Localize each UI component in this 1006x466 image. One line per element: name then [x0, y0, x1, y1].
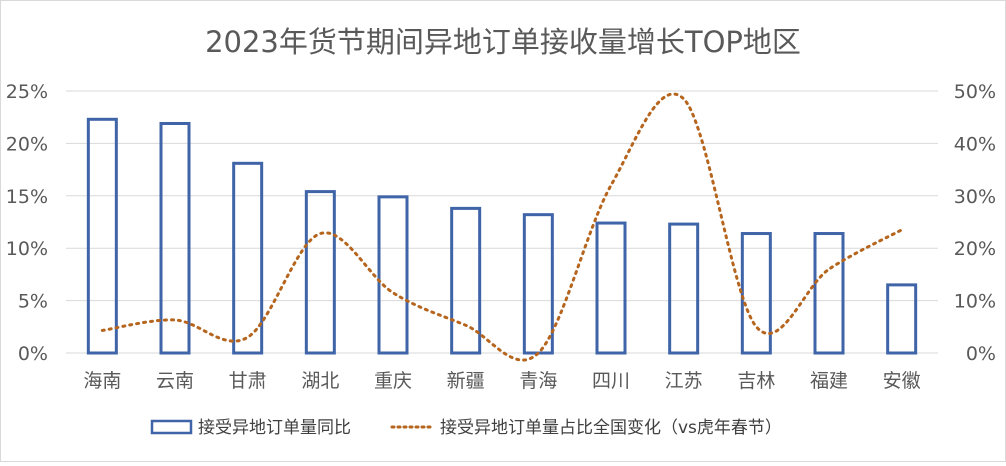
bar: [86, 117, 118, 355]
gridlines: [66, 90, 938, 354]
legend-bar-label: 接受异地订单量同比: [198, 418, 351, 438]
bar: [159, 121, 191, 355]
legend: 接受异地订单量同比 接受异地订单量占比全国变化（vs虎年春节）: [150, 418, 782, 438]
bar: [813, 232, 845, 355]
category-label: 安徽: [883, 370, 921, 392]
right-tick-label: 0%: [966, 343, 996, 365]
category-label: 湖北: [301, 370, 339, 392]
bar: [595, 221, 627, 355]
category-label: 吉林: [737, 370, 775, 392]
right-tick-label: 20%: [954, 238, 996, 260]
legend-line-label: 接受异地订单量占比全国变化（vs虎年春节）: [440, 418, 782, 438]
bar-series: [86, 117, 918, 355]
left-tick-label: 10%: [6, 238, 48, 260]
right-tick-label: 40%: [954, 133, 996, 155]
right-tick-label: 10%: [954, 291, 996, 313]
category-label: 青海: [519, 370, 557, 392]
bar: [304, 190, 336, 355]
left-axis-ticks: 0% 5% 10% 15% 20% 25%: [6, 81, 48, 365]
right-tick-label: 50%: [954, 81, 996, 103]
line-series: [100, 92, 904, 362]
left-tick-label: 20%: [6, 133, 48, 155]
right-axis-ticks: 0% 10% 20% 30% 40% 50%: [954, 81, 996, 365]
category-label: 甘肃: [229, 370, 267, 392]
bar: [886, 283, 918, 355]
left-tick-label: 15%: [6, 186, 48, 208]
bar: [377, 195, 409, 355]
category-label: 重庆: [374, 370, 412, 392]
bar: [668, 222, 700, 355]
right-tick-label: 30%: [954, 186, 996, 208]
category-label: 四川: [592, 370, 630, 392]
left-tick-label: 25%: [6, 81, 48, 103]
chart-title: 2023年货节期间异地订单接收量增长TOP地区: [205, 25, 801, 59]
category-label: 海南: [83, 370, 121, 392]
legend-bar-swatch: [150, 419, 193, 435]
bar: [232, 161, 264, 355]
category-label: 江苏: [665, 370, 703, 392]
left-tick-label: 0%: [18, 343, 48, 365]
bar: [740, 232, 772, 355]
left-tick-label: 5%: [18, 291, 48, 313]
category-labels: 海南 云南 甘肃 湖北 重庆 新疆 青海 四川 江苏 吉林 福建 安徽: [83, 370, 920, 392]
line-path: [100, 92, 904, 362]
category-label: 福建: [810, 370, 848, 392]
bar: [450, 206, 482, 355]
category-label: 新疆: [447, 370, 485, 392]
category-label: 云南: [156, 370, 194, 392]
